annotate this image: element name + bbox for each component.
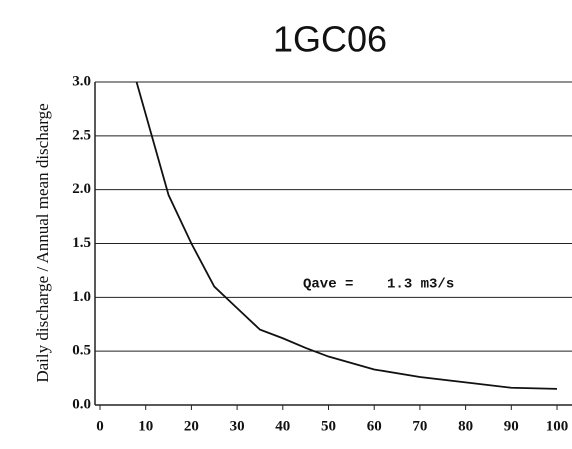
- x-tick-label: 20: [184, 418, 199, 434]
- x-tick-label: 60: [367, 418, 382, 434]
- x-tick-label: 0: [96, 418, 104, 434]
- x-tick-label: 10: [138, 418, 153, 434]
- y-tick-label: 1.5: [72, 235, 91, 251]
- x-tick-label: 40: [275, 418, 290, 434]
- chart-title: 1GC06: [273, 19, 387, 60]
- annotation: Qave = 1.3 m3/s: [303, 277, 454, 293]
- x-tick-label: 80: [458, 418, 473, 434]
- x-tick-label: 70: [412, 418, 427, 434]
- x-tick-label: 50: [321, 418, 336, 434]
- y-tick-label: 0.5: [72, 343, 91, 359]
- y-tick-label: 2.0: [72, 181, 91, 197]
- data-line: [135, 81, 558, 390]
- y-tick-label: 2.5: [72, 127, 91, 143]
- x-tick-label: 90: [504, 418, 519, 434]
- y-tick-label: 0.0: [72, 396, 91, 412]
- x-tick-label: 100: [546, 418, 569, 434]
- y-tick-label: 3.0: [72, 73, 91, 89]
- x-tick-label: 30: [230, 418, 245, 434]
- y-tick-label: 1.0: [72, 289, 91, 305]
- y-axis-label: Daily discharge / Annual mean discharge: [33, 103, 52, 382]
